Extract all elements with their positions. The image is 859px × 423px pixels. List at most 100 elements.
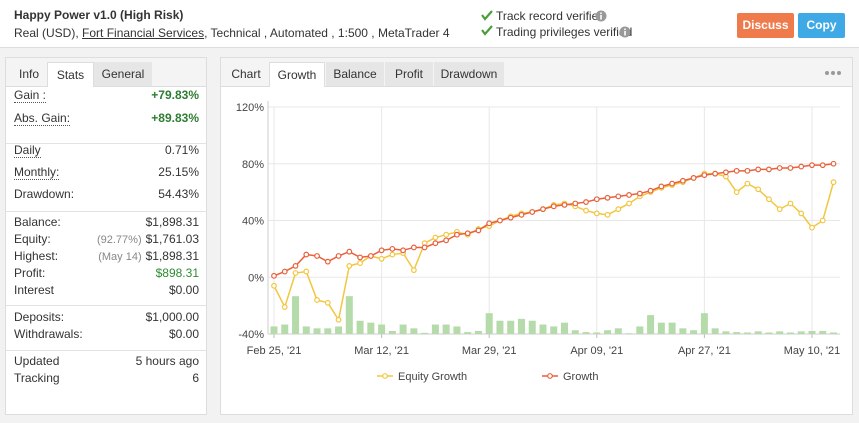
- point: [271, 282, 277, 289]
- point: [733, 189, 740, 196]
- point: [335, 316, 342, 323]
- stat-value-wrap: (92.77%) $1,761.03: [97, 232, 199, 246]
- verified-text: Trading privileges verified: [496, 25, 633, 39]
- point: [572, 200, 579, 207]
- stat-label: Deposits:: [14, 310, 65, 324]
- tab[interactable]: Chart: [231, 67, 261, 81]
- tab[interactable]: Info: [18, 67, 39, 81]
- point: [755, 186, 762, 193]
- stat-value-wrap: +89.83%: [151, 111, 199, 125]
- stat-value-wrap: 54.43%: [158, 187, 199, 201]
- bar: [690, 330, 698, 334]
- stat-value-wrap: +79.83%: [151, 88, 199, 102]
- point: [593, 196, 600, 203]
- discuss-button[interactable]: Discuss: [737, 13, 794, 38]
- bar: [496, 320, 504, 334]
- point: [400, 247, 407, 254]
- bar: [539, 324, 547, 334]
- bar: [808, 330, 816, 334]
- point: [454, 231, 460, 238]
- point: [669, 180, 676, 187]
- stat-label: Drawdown:: [14, 187, 75, 201]
- bar: [302, 326, 310, 334]
- point: [443, 231, 450, 238]
- stat-value-wrap: $1,898.31: [146, 215, 199, 229]
- point: [314, 297, 320, 303]
- bar: [281, 324, 289, 334]
- info-icon[interactable]: [619, 26, 631, 38]
- stat-value: 5 hours ago: [135, 354, 199, 368]
- point: [604, 211, 611, 218]
- bar: [722, 331, 730, 334]
- stat-label: Updated: [14, 354, 60, 368]
- bar: [550, 326, 558, 334]
- stat-label: Withdrawals:: [14, 327, 83, 341]
- legend-marker: [547, 373, 553, 379]
- verified-text: Track record verified: [496, 9, 605, 23]
- stat-label: Balance:: [14, 215, 61, 229]
- tab-active[interactable]: Stats: [47, 62, 94, 87]
- line: [273, 172, 835, 322]
- bar: [410, 328, 418, 334]
- stat-note: (May 14): [98, 251, 142, 263]
- separator: [6, 350, 206, 351]
- bar: [528, 320, 536, 334]
- point: [809, 162, 815, 169]
- point: [647, 187, 654, 194]
- point: [324, 299, 331, 306]
- bar: [431, 324, 439, 334]
- tab-active[interactable]: Growth: [269, 62, 325, 87]
- check-icons: [481, 10, 493, 36]
- point: [421, 244, 428, 251]
- point: [389, 251, 396, 258]
- bar: [679, 328, 687, 334]
- point: [690, 175, 697, 181]
- bar: [819, 330, 827, 334]
- point: [486, 220, 493, 227]
- point: [733, 167, 740, 174]
- point: [378, 255, 385, 262]
- stat-label: Abs. Gain:: [14, 111, 71, 126]
- stat-value: $898.31: [155, 266, 199, 280]
- copy-button[interactable]: Copy: [798, 13, 845, 38]
- bar: [604, 330, 612, 334]
- stat-label: Daily: [14, 143, 41, 158]
- point: [744, 180, 751, 187]
- point: [410, 244, 417, 251]
- point: [787, 200, 794, 207]
- stat-value: $1,898.31: [145, 249, 199, 263]
- y-tick-label: 80%: [242, 159, 264, 171]
- tab[interactable]: General: [94, 62, 152, 86]
- point: [281, 268, 288, 275]
- x-tick-label: Apr 09, '21: [570, 345, 623, 357]
- point: [303, 268, 310, 275]
- point: [357, 260, 363, 266]
- broker-link[interactable]: Fort Financial Services: [82, 26, 205, 40]
- point: [626, 192, 632, 198]
- point: [798, 163, 805, 170]
- tab[interactable]: Profit: [385, 62, 433, 86]
- tab[interactable]: Drawdown: [434, 62, 504, 86]
- bar: [507, 320, 515, 334]
- stats-panel: Info Stats General Gain : +79.83% Abs. Gai…: [5, 57, 207, 415]
- x-tick-label: May 10, '21: [784, 345, 841, 357]
- tab[interactable]: Balance: [326, 62, 384, 86]
- point: [787, 165, 794, 171]
- point: [346, 263, 353, 269]
- x-tick-label: Apr 27, '21: [678, 345, 731, 357]
- point: [497, 217, 503, 224]
- bar: [561, 322, 569, 334]
- point: [819, 217, 826, 224]
- point: [432, 234, 439, 241]
- info-icon[interactable]: [595, 10, 607, 22]
- legend-label: Equity Growth: [398, 371, 467, 383]
- point: [819, 162, 826, 169]
- separator: [6, 305, 206, 306]
- point: [475, 227, 482, 234]
- point: [744, 167, 751, 174]
- bar: [625, 333, 633, 334]
- menu-dots[interactable]: [824, 70, 842, 76]
- point: [357, 254, 363, 261]
- bar: [367, 322, 375, 334]
- bar: [571, 330, 579, 334]
